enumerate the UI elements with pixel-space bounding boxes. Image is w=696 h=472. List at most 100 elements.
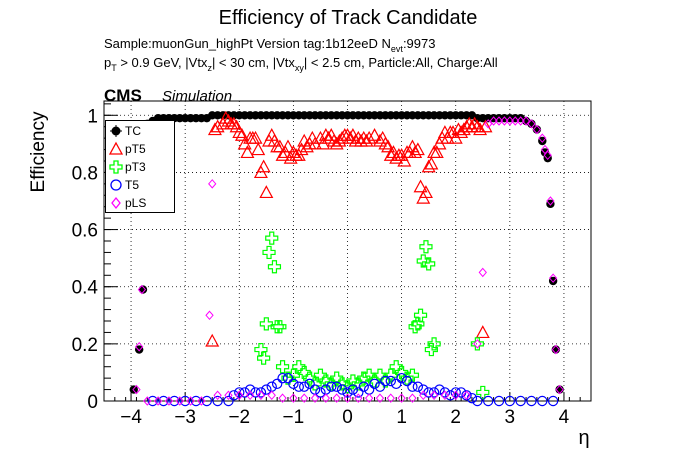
legend-item-t5: T5 [106, 176, 176, 194]
marker-pt5 [221, 113, 236, 127]
legend: TC pT5 pT3 T5 pLS [105, 120, 175, 213]
x-tick-label: 4 [559, 407, 570, 428]
marker-pt3 [257, 351, 271, 365]
marker-pt3 [313, 368, 328, 382]
axis-ticks: −4 −3 −2 −1 0 1 2 3 4 0 0.2 0.4 0.6 0.8 1 [72, 103, 581, 428]
x-tick-label: −1 [283, 407, 305, 428]
marker-pt5 [259, 185, 274, 199]
marker-pls [132, 384, 141, 395]
marker-t5 [401, 375, 413, 387]
marker-t5 [391, 378, 402, 390]
marker-tc [543, 153, 552, 163]
marker-pt3 [259, 317, 273, 331]
marker-t5 [271, 378, 283, 390]
marker-t5 [255, 387, 267, 398]
marker-pls [543, 150, 552, 161]
marker-pls [343, 393, 352, 403]
marker-pls [186, 396, 195, 406]
marker-pls [245, 390, 255, 401]
x-tick-label: 2 [450, 407, 461, 428]
marker-pt5 [408, 145, 423, 159]
marker-t5 [418, 384, 429, 395]
marker-t5 [261, 384, 272, 395]
marker-pls [489, 116, 498, 126]
marker-pt5 [248, 130, 263, 144]
legend-item-pt3: pT3 [106, 158, 176, 176]
marker-pls [205, 310, 214, 321]
marker-t5 [445, 390, 456, 401]
marker-pt5 [473, 122, 488, 136]
marker-t5 [423, 387, 434, 398]
marker-pls [478, 267, 487, 278]
marker-t5 [455, 387, 467, 398]
marker-pt5 [475, 325, 490, 339]
marker-pls [527, 119, 536, 129]
legend-label-pls: pLS [125, 196, 147, 210]
plot-title: Efficiency of Track Candidate [219, 7, 478, 29]
marker-pt3 [422, 257, 436, 271]
marker-t5 [385, 375, 396, 387]
marker-pt3 [292, 360, 306, 374]
marker-pls [516, 116, 525, 126]
marker-pls [300, 393, 309, 403]
marker-pt5 [251, 142, 266, 156]
marker-pls [197, 396, 206, 406]
marker-pls [278, 393, 287, 403]
marker-t5 [266, 381, 277, 392]
y-tick-label: 0.4 [72, 278, 99, 299]
marker-t5 [493, 395, 505, 407]
marker-pt3 [346, 374, 360, 388]
marker-pls [208, 179, 217, 189]
y-tick-label: 0.6 [72, 221, 98, 242]
marker-pls [451, 390, 460, 401]
grid-lines [104, 101, 591, 402]
marker-pt3 [319, 374, 333, 388]
marker-pt5 [478, 119, 493, 133]
marker-t5 [412, 381, 424, 392]
subtitle-line2: pT > 0.9 GeV, |Vtxz| < 30 cm, |Vtxxy| < … [104, 55, 498, 73]
marker-pls [143, 396, 152, 406]
marker-t5 [293, 381, 304, 392]
marker-tc [546, 199, 555, 209]
marker-t5 [158, 395, 169, 407]
marker-pls [540, 144, 550, 155]
marker-t5 [358, 381, 369, 392]
marker-pls [364, 393, 374, 403]
marker-pt5 [210, 119, 225, 133]
marker-pt5 [467, 116, 482, 130]
marker-pt5 [205, 333, 220, 347]
marker-t5 [363, 384, 375, 395]
marker-t5 [277, 372, 288, 384]
marker-pls [440, 390, 450, 401]
y-tick-label: 1 [87, 106, 98, 127]
x-axis-label: η [578, 427, 589, 449]
marker-pls [546, 196, 555, 206]
marker-t5 [147, 395, 158, 407]
y-axis-label: Efficiency [28, 111, 49, 192]
marker-t5 [407, 381, 418, 392]
marker-pls [397, 393, 406, 403]
marker-t5 [288, 378, 299, 390]
marker-pt5 [418, 185, 433, 199]
marker-t5 [369, 378, 380, 390]
marker-t5 [331, 381, 342, 392]
marker-t5 [239, 387, 250, 398]
legend-item-tc: TC [106, 122, 176, 140]
legend-marker-pt5 [108, 141, 124, 155]
legend-label-tc: TC [125, 124, 141, 138]
marker-t5 [428, 387, 440, 398]
marker-pt3 [357, 371, 371, 385]
marker-tc [134, 345, 144, 354]
marker-pt5 [218, 110, 233, 124]
marker-pt5 [272, 139, 287, 153]
marker-pls [521, 116, 531, 126]
marker-pt5 [421, 159, 436, 173]
marker-pls [548, 273, 558, 283]
marker-pt5 [378, 136, 393, 150]
marker-pt3 [281, 371, 295, 385]
subtitle-line1: Sample:muonGun_highPt Version tag:1b12ee… [104, 36, 435, 54]
marker-pls [224, 390, 233, 401]
marker-tc [129, 385, 138, 394]
marker-pt3 [413, 308, 428, 322]
